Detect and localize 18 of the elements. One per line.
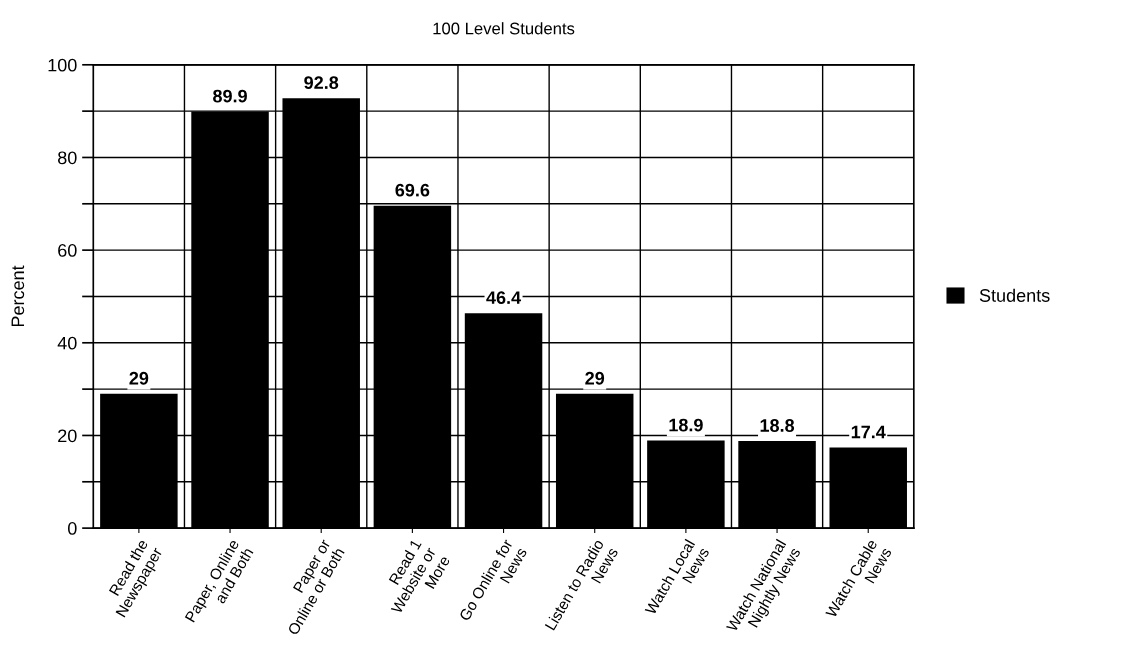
- data-label: 18.8: [760, 419, 795, 432]
- y-tick-label: 40: [57, 336, 77, 350]
- data-label: 29: [129, 371, 149, 385]
- data-label: 69.6: [395, 183, 430, 197]
- chart-title: 100 Level Students: [433, 22, 575, 35]
- data-label: 46.4: [486, 291, 522, 305]
- y-tick-label: 100: [48, 58, 77, 72]
- data-label: 18.9: [669, 418, 703, 432]
- y-tick-label: 20: [58, 429, 77, 443]
- y-tick-label: 80: [58, 151, 77, 165]
- data-label: 92.8: [304, 76, 339, 90]
- data-label: 89.9: [213, 89, 247, 103]
- y-tick-label: 0: [67, 522, 77, 535]
- y-tick-label: 60: [58, 244, 77, 257]
- legend-label: Students: [979, 288, 1050, 302]
- data-label: 29: [585, 371, 605, 385]
- data-label: 17.4: [851, 425, 886, 439]
- y-axis-title: Percent: [11, 265, 25, 327]
